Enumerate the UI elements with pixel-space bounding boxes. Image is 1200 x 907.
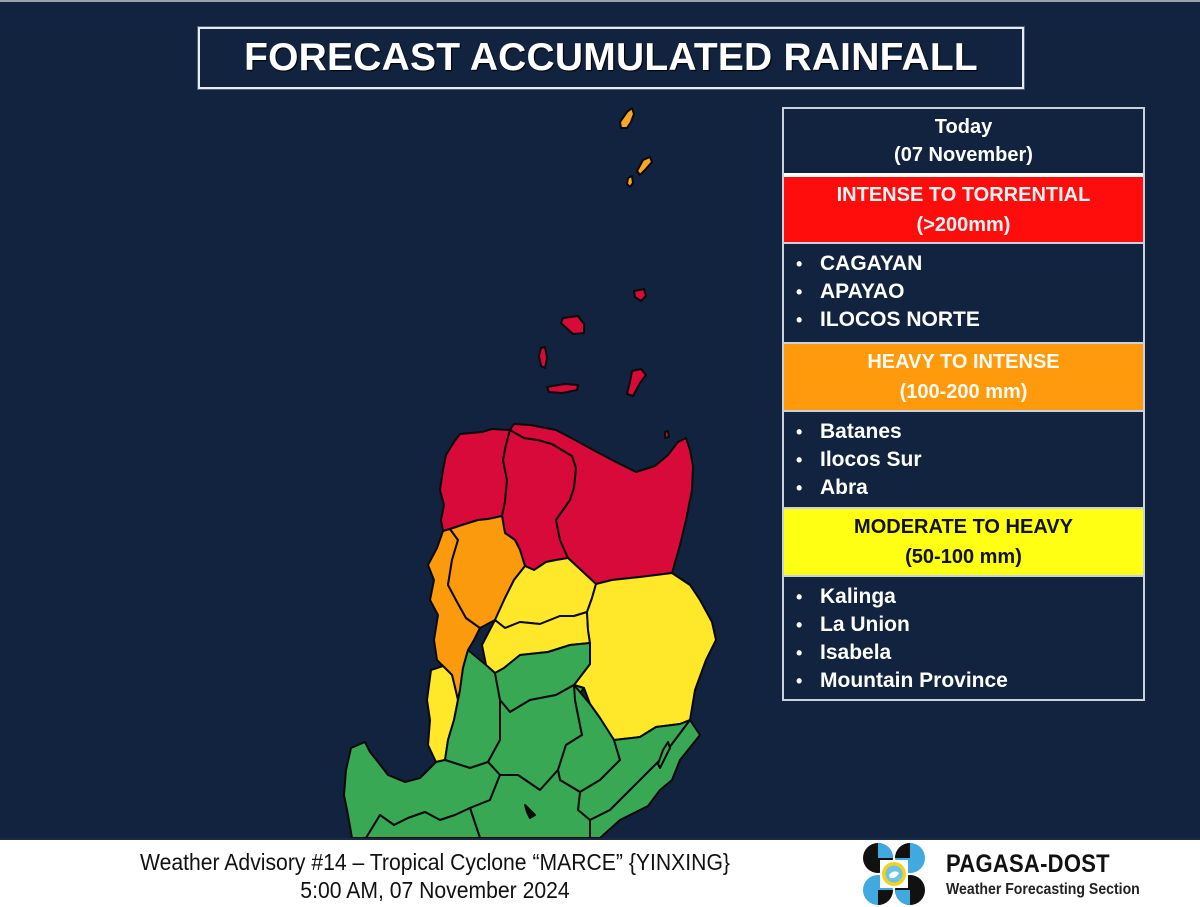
batanes-island-batan [636,156,653,176]
area-name: Isabela [820,641,892,665]
rainfall-map [343,107,717,838]
bullet-icon: • [796,310,803,331]
list-item: • La Union [796,611,1143,639]
advisory-line: Weather Advisory #14 – Tropical Cyclone … [140,849,730,875]
bullet-icon: • [796,671,803,692]
babuyan-island-babuyan [546,383,579,394]
region-aurora-coast [589,719,701,838]
legend-period-date: (07 November) [894,143,1033,166]
list-item: • Ilocos Sur [796,446,1143,474]
area-list-intense-to-torrential: • CAGAYAN • APAYAO • ILOCOS NORTE [784,242,1143,342]
lake-pantabangan [524,804,536,819]
category-range: (>200mm) [916,213,1011,236]
category-intense-to-torrential: INTENSE TO TORRENTIAL (>200mm) [784,176,1143,243]
list-item: • Isabela [796,639,1143,667]
category-name: INTENSE TO TORRENTIAL [836,183,1091,206]
category-name: HEAVY TO INTENSE [867,350,1060,373]
bullet-icon: • [796,615,803,636]
org-name: PAGASA-DOST [946,850,1110,878]
category-moderate-to-heavy: MODERATE TO HEAVY (50-100 mm) [784,507,1143,576]
babuyan-island-camiguin [626,368,647,397]
legend-period-label: Today [934,115,993,138]
bullet-icon: • [796,477,803,498]
category-range: (100-200 mm) [899,380,1028,403]
area-name: Abra [820,475,868,499]
title-box: FORECAST ACCUMULATED RAINFALL [197,26,1025,90]
area-name: Batanes [820,419,902,443]
region-cagayan [509,423,694,585]
category-name: MODERATE TO HEAVY [854,516,1073,539]
batanes-island-sabtang [626,175,634,188]
area-name: Ilocos Sur [820,447,922,471]
area-list-moderate-to-heavy: • Kalinga • La Union • Isabela • Mountain Pr… [784,575,1143,699]
footer: Weather Advisory #14 – Tropical Cyclone … [0,838,1200,907]
bullet-icon: • [796,421,803,442]
list-item: • CAGAYAN [796,250,1143,278]
islet-palaui [664,430,670,439]
list-item: • Abra [796,474,1143,502]
list-item: • ILOCOS NORTE [796,306,1143,334]
batanes-island-itbayat [619,107,635,129]
region-tarlac [365,807,481,838]
org-section: Weather Forecasting Section [946,881,1140,898]
bullet-icon: • [796,282,803,303]
issued-line: 5:00 AM, 07 November 2024 [300,877,570,903]
rainfall-legend: Today (07 November) INTENSE TO TORRENTIA… [782,107,1145,701]
page-title: FORECAST ACCUMULATED RAINFALL [244,36,978,79]
list-item: • Batanes [796,418,1143,446]
area-name: La Union [820,613,910,637]
babuyan-island-dalupiri [560,315,585,335]
bullet-icon: • [796,643,803,664]
bullet-icon: • [796,587,803,608]
babuyan-island-calayan [633,288,647,302]
area-list-heavy-to-intense: • Batanes • Ilocos Sur • Abra [784,409,1143,508]
area-name: CAGAYAN [820,252,923,276]
babuyan-island-fuga [538,346,548,369]
pagasa-logo-icon [863,843,925,905]
category-heavy-to-intense: HEAVY TO INTENSE (100-200 mm) [784,342,1143,410]
bullet-icon: • [796,254,803,275]
top-border [0,0,1200,2]
list-item: • Mountain Province [796,667,1143,695]
bullet-icon: • [796,449,803,470]
organization: PAGASA-DOST Weather Forecasting Section [946,850,1166,899]
list-item: • APAYAO [796,278,1143,306]
islet-polillo [657,741,671,769]
area-name: ILOCOS NORTE [820,308,980,332]
area-name: APAYAO [820,280,905,304]
category-range: (50-100 mm) [905,546,1022,569]
area-name: Kalinga [820,585,896,609]
area-name: Mountain Province [820,669,1008,693]
advisory-info: Weather Advisory #14 – Tropical Cyclone … [40,848,830,904]
list-item: • Kalinga [796,583,1143,611]
legend-header: Today (07 November) [784,109,1143,177]
